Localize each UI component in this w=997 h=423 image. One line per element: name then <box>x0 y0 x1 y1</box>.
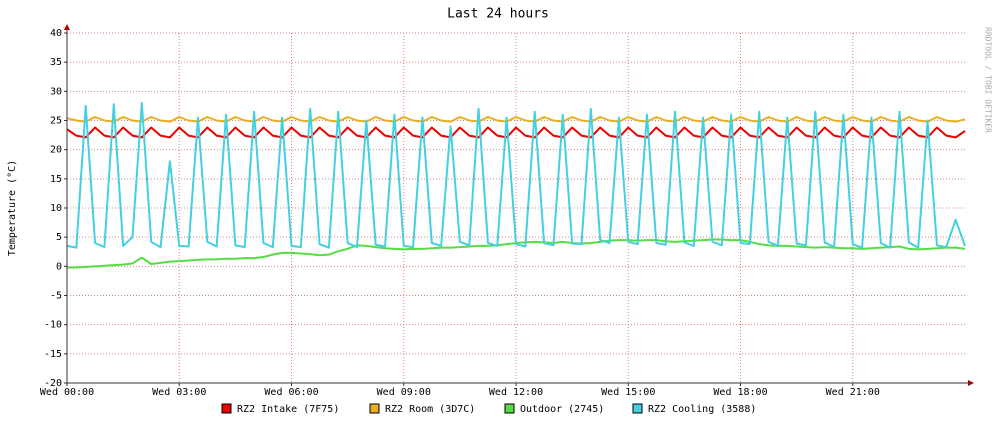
legend-label: RZ2 Intake (7F75) <box>237 404 339 415</box>
y-tick-label: 20 <box>50 145 62 156</box>
legend-swatch <box>632 403 643 414</box>
x-tick-label: Wed 09:00 <box>377 387 431 398</box>
series-line <box>66 126 966 139</box>
x-tick-label: Wed 06:00 <box>264 387 318 398</box>
legend-swatch <box>369 403 380 414</box>
legend-swatch <box>504 403 515 414</box>
y-tick-label: 5 <box>56 232 62 243</box>
x-tick-label: Wed 15:00 <box>601 387 655 398</box>
y-tick-label: -5 <box>50 291 62 302</box>
legend-swatch <box>221 403 232 414</box>
y-tick-label: 35 <box>50 57 62 68</box>
y-tick-label: -10 <box>44 320 62 331</box>
y-tick-label: -15 <box>44 349 62 360</box>
y-tick-label: 25 <box>50 116 62 127</box>
chart-title: Last 24 hours <box>447 7 549 22</box>
y-tick-label: -20 <box>44 378 62 389</box>
watermark: RRDTOOL / TOBI OETIKER <box>984 27 993 133</box>
y-tick-label: 15 <box>50 174 62 185</box>
legend-label: RZ2 Room (3D7C) <box>385 404 475 415</box>
x-tick-label: Wed 18:00 <box>713 387 767 398</box>
x-tick-label: Wed 00:00 <box>40 387 94 398</box>
legend-label: RZ2 Cooling (3588) <box>648 404 756 415</box>
y-tick-label: 40 <box>50 28 62 39</box>
x-tick-label: Wed 12:00 <box>489 387 543 398</box>
plot-lines <box>66 102 966 269</box>
x-tick-label: Wed 21:00 <box>826 387 880 398</box>
legend-label: Outdoor (2745) <box>520 404 604 415</box>
x-tick-label: Wed 03:00 <box>152 387 206 398</box>
y-tick-label: 10 <box>50 203 62 214</box>
x-axis-arrow <box>968 380 974 386</box>
y-axis-label: Temperature (°C) <box>7 160 18 256</box>
y-tick-label: 30 <box>50 86 62 97</box>
y-tick-label: 0 <box>56 261 62 272</box>
series-line <box>66 102 966 249</box>
legend: RZ2 Intake (7F75) RZ2 Room (3D7C) Outdoor … <box>221 403 756 415</box>
y-axis-arrow <box>64 24 70 30</box>
axes <box>64 24 974 386</box>
